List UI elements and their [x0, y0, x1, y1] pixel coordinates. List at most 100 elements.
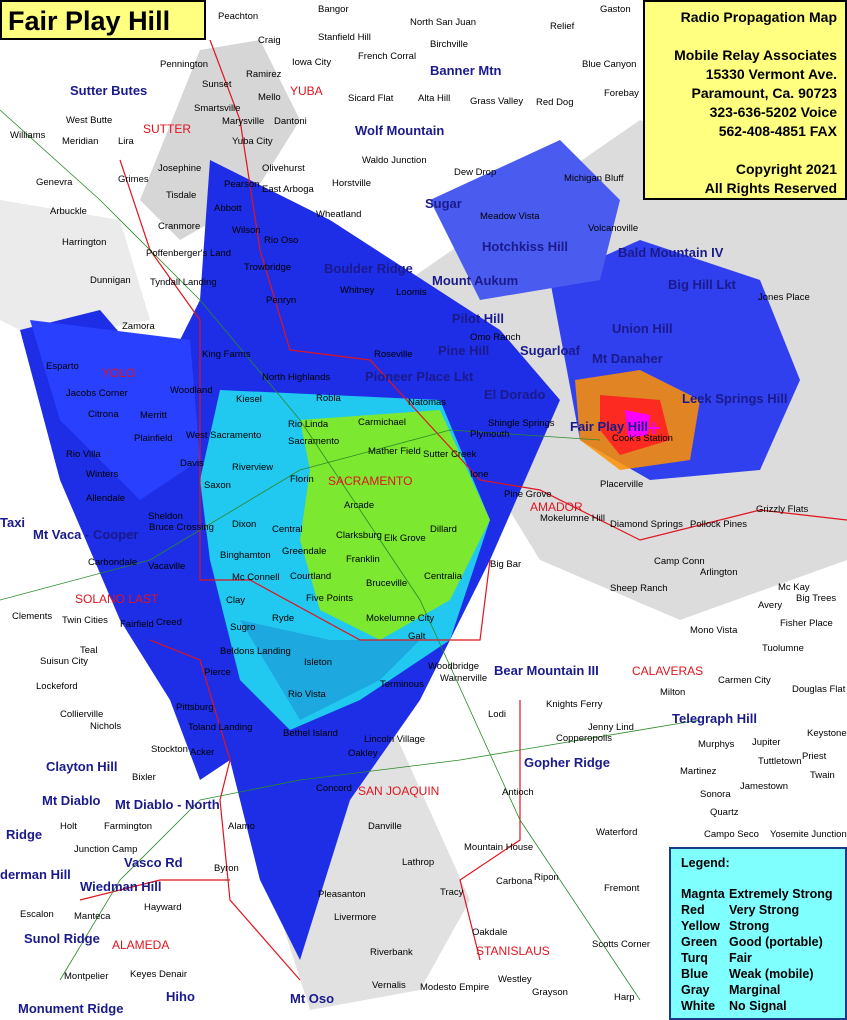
town-label: Esparto: [46, 361, 79, 372]
coverage-strong: [575, 370, 700, 470]
town-label: Lincoln Village: [364, 734, 426, 745]
town-label: Plainfield: [134, 433, 173, 444]
town-label: Ione: [470, 469, 489, 480]
site-label: Pilot Hill: [452, 311, 504, 326]
town-label: West Sacramento: [186, 430, 262, 441]
town-label: Merritt: [140, 410, 167, 421]
site-label: Mt Diablo - North: [115, 797, 220, 812]
site-label: Mt Vaca - Cooper: [33, 527, 139, 542]
town-label: Camp Conn: [654, 556, 705, 567]
town-label: Isleton: [304, 657, 332, 668]
town-label: Carmichael: [358, 417, 407, 428]
town-label: Relief: [550, 21, 575, 32]
town-label: Tyndall Landing: [150, 277, 217, 288]
town-label: Avery: [758, 600, 783, 611]
town-label: Poffenberger's Land: [146, 248, 232, 259]
town-label: Lira: [118, 136, 134, 147]
town-label: Binghamton: [220, 550, 271, 561]
town-label: Meridian: [62, 136, 99, 147]
town-label: Genevra: [36, 177, 73, 188]
town-label: Bangor: [318, 4, 349, 15]
town-label: Plymouth: [470, 429, 510, 440]
town-label: Byron: [214, 863, 239, 874]
site-label: Fair Play Hill: [570, 419, 649, 434]
town-label: Mello: [258, 92, 281, 103]
town-label: Bixler: [132, 772, 156, 783]
town-label: Beldons Landing: [220, 646, 291, 657]
town-label: Cook's Station: [612, 433, 673, 444]
town-label: Pine Grove: [504, 489, 552, 500]
county-label: YOLO: [102, 366, 136, 380]
town-label: Vacaville: [148, 561, 186, 572]
town-label: Mokelumne City: [366, 613, 435, 624]
town-label: Tisdale: [166, 190, 197, 201]
legend: Legend: Magnta Extremely Strong Red Very St…: [669, 847, 847, 1020]
legend-meaning: Weak (mobile): [729, 967, 814, 981]
town-label: Sonora: [700, 789, 731, 800]
town-label: Scotts Corner: [592, 939, 651, 950]
legend-color-name: Green: [681, 935, 718, 949]
town-label: Fisher Place: [780, 618, 833, 629]
town-label: Elk Grove: [384, 533, 426, 544]
town-label: Birchville: [430, 39, 469, 50]
town-label: Mather Field: [368, 446, 421, 457]
town-label: Woodbridge: [428, 661, 480, 672]
town-label: Manteca: [74, 911, 111, 922]
legend-color-name: Blue: [681, 967, 709, 981]
town-label: North San Juan: [410, 17, 477, 28]
town-label: Sunset: [202, 79, 232, 90]
town-label: Concord: [316, 783, 352, 794]
town-label: Grimes: [118, 174, 149, 185]
coverage-green: [300, 410, 490, 640]
town-label: Pittsburg: [176, 702, 214, 713]
site-label: Wolf Mountain: [355, 123, 445, 138]
town-label: Bethel Island: [283, 728, 338, 739]
town-label: Pierce: [204, 667, 231, 678]
site-label: Bald Mountain IV: [618, 245, 724, 260]
town-label: Jones Place: [758, 292, 810, 303]
town-label: Jupiter: [752, 737, 781, 748]
info-city: Paramount, Ca. 90723: [691, 85, 837, 101]
town-label: Nichols: [90, 721, 122, 732]
town-label: Collierville: [60, 709, 104, 720]
town-label: Keystone: [807, 728, 847, 739]
town-label: Livermore: [334, 912, 377, 923]
town-label: Campo Seco: [704, 829, 759, 840]
county-label: SACRAMENTO: [328, 474, 413, 488]
town-label: Knights Ferry: [546, 699, 603, 710]
town-label: Wheatland: [316, 209, 362, 220]
town-label: Abbott: [214, 203, 242, 214]
town-label: Riverbank: [370, 947, 413, 958]
info-rights: All Rights Reserved: [704, 180, 837, 196]
town-label: Carmen City: [718, 675, 771, 686]
roads: [0, 109, 701, 1001]
site-label: Sunol Ridge: [24, 931, 100, 946]
town-label: Dunnigan: [90, 275, 131, 286]
site-label: derman Hill: [0, 867, 71, 882]
town-label: Josephine: [158, 163, 202, 174]
town-label: Blue Canyon: [582, 59, 637, 70]
town-label: Stanfield Hill: [318, 32, 371, 43]
town-label: Volcanoville: [588, 223, 639, 234]
town-label: Yosemite Junction: [770, 829, 847, 840]
town-label: Tuttletown: [758, 756, 802, 767]
county-label: SUTTER: [143, 122, 191, 136]
town-label: Florin: [290, 474, 314, 485]
site-label: Big Hill Lkt: [668, 277, 736, 292]
town-label: Red Dog: [536, 97, 574, 108]
town-label: Placerville: [600, 479, 644, 490]
town-label: Suisun City: [40, 656, 89, 667]
town-label: Oakley: [348, 748, 378, 759]
legend-color-name: Yellow: [681, 919, 720, 933]
legend-color-name: Red: [681, 903, 705, 917]
site-label: Pine Hill: [438, 343, 490, 358]
town-label: Sheep Ranch: [610, 583, 668, 594]
town-label: Twin Cities: [62, 615, 108, 626]
town-label: Waldo Junction: [362, 155, 427, 166]
town-label: Roseville: [374, 349, 413, 360]
town-label: Jacobs Corner: [66, 388, 128, 399]
site-label: Mount Aukum: [432, 273, 519, 288]
town-label: Saxon: [204, 480, 231, 491]
town-label: Alta Hill: [418, 93, 451, 104]
site-label: Monument Ridge: [18, 1001, 124, 1016]
